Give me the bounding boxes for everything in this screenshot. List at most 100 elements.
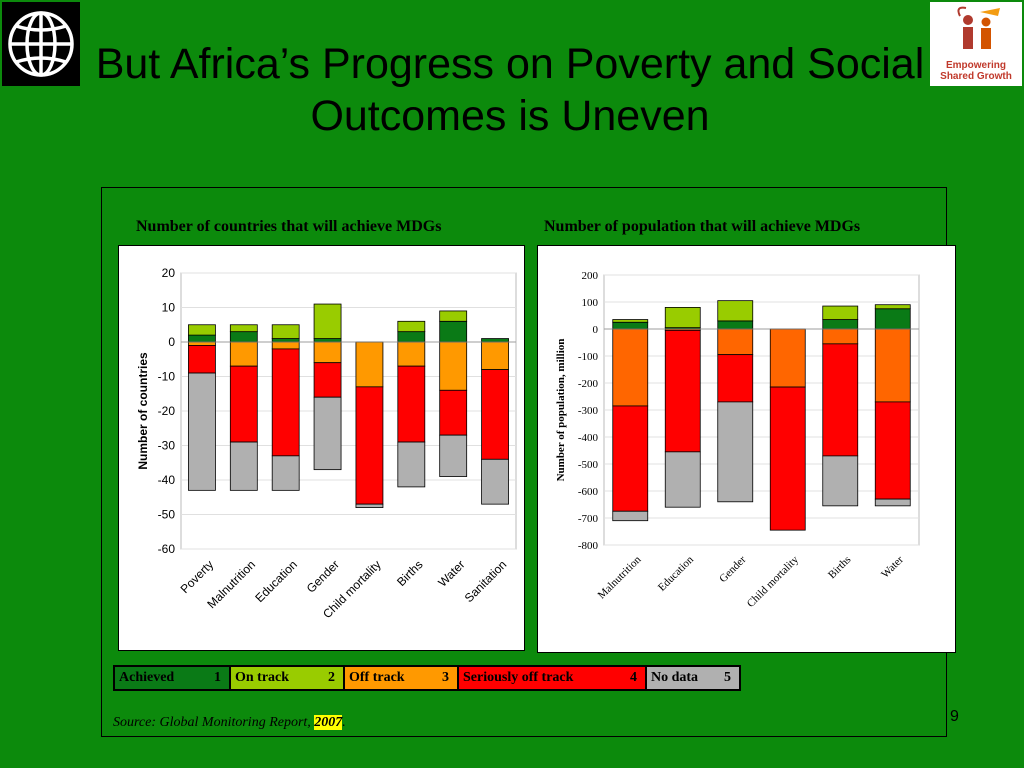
bar-segment: [439, 434, 468, 477]
bar-segment: [874, 308, 911, 330]
chart-population-svg: 200 100 0 -100 -200 -300 -400 -500 -600 -700 -800 N…: [555, 270, 920, 610]
bar-segment: [271, 455, 300, 491]
y-tick-label: -200: [578, 378, 599, 390]
y-tick-label: 0: [593, 324, 599, 336]
source-suffix: .: [342, 715, 346, 730]
bar-segment: [229, 441, 258, 491]
bar-segment: [439, 341, 468, 391]
y-tick-label: -400: [578, 432, 599, 444]
bar-segment: [822, 455, 859, 507]
x-tick-label: Education: [252, 557, 300, 605]
x-tick-label: Gender: [717, 553, 749, 585]
slide-title: But Africa’s Progress on Poverty and Soc…: [95, 40, 925, 140]
bar-segment: [481, 369, 509, 460]
y-tick-label: -100: [578, 351, 599, 363]
legend-label: Seriously off track: [463, 670, 574, 685]
bar-segment: [439, 310, 468, 322]
bar-segment: [664, 451, 701, 508]
chart-title-countries: Number of countries that will achieve MD…: [136, 218, 442, 235]
bar-segment: [874, 498, 911, 507]
y-axis-label: Number of population, million: [555, 339, 567, 482]
y-axis-label: Number of countries: [136, 352, 150, 470]
bar-segment: [313, 303, 342, 339]
bar-segment: [355, 341, 384, 388]
x-tick-label: Malnutrition: [596, 553, 644, 601]
bar-segment: [229, 365, 258, 443]
source-year: 2007: [314, 715, 343, 730]
bar-segment: [481, 341, 509, 371]
chart-title-population: Number of population that will achieve M…: [544, 218, 861, 235]
y-tick-label: 20: [162, 266, 176, 280]
bar-segment: [439, 389, 468, 436]
bar-segment: [271, 338, 300, 343]
bar-segment: [313, 338, 342, 343]
bar-segment: [397, 365, 426, 443]
bar-segment: [397, 341, 426, 367]
bar-segment: [769, 386, 806, 531]
bar-segment: [188, 334, 216, 343]
legend: Achieved 1 On track 2 Off track 3 Seriou…: [113, 665, 741, 691]
bar-segment: [271, 341, 300, 350]
bar-segment: [664, 307, 701, 329]
chart-countries: 20 10 0 -10 -20 -30 -40 -50 -60 Number of countri…: [118, 245, 525, 651]
y-tick-label: -40: [158, 473, 176, 487]
bar-segment: [439, 320, 468, 343]
bar-segment: [313, 362, 342, 398]
bar-segment: [822, 305, 859, 320]
y-tick-label: -600: [578, 486, 599, 498]
chart-countries-svg: 20 10 0 -10 -20 -30 -40 -50 -60 Number of countri…: [136, 266, 517, 621]
x-tick-label: Births: [826, 554, 854, 582]
y-tick-label: -30: [158, 439, 176, 453]
bar-segment: [188, 324, 216, 336]
y-tick-label: -800: [578, 540, 599, 552]
bar-segment: [397, 320, 426, 333]
legend-num: 3: [442, 670, 449, 685]
y-tick-label: -300: [578, 405, 599, 417]
legend-label: Achieved: [119, 670, 175, 685]
bar-segment: [874, 304, 911, 310]
bar-segment: [612, 405, 649, 512]
bar-segment: [229, 341, 258, 367]
x-tick-label: Education: [656, 553, 696, 593]
bar-segment: [397, 331, 426, 343]
bar-segment: [229, 324, 258, 333]
source-note: Source: Global Monitoring Report, 2007.: [113, 715, 346, 731]
bar-segment: [822, 328, 859, 345]
x-tick-label: Water: [879, 554, 906, 581]
y-tick-label: -10: [158, 370, 176, 384]
empowering-shared-growth-logo: Empowering Shared Growth: [930, 2, 1022, 86]
bar-segment: [188, 341, 216, 346]
legend-item-achieved: Achieved 1: [114, 666, 230, 690]
x-tick-label: Births: [394, 557, 426, 589]
y-tick-label: 10: [162, 301, 176, 315]
source-text: : Global Monitoring Report,: [151, 715, 315, 730]
bar-segment: [717, 300, 754, 322]
bar-segment: [188, 345, 216, 374]
bar-segment: [271, 324, 300, 339]
world-bank-logo: [2, 2, 80, 86]
legend-label: Off track: [349, 670, 405, 685]
bar-segment: [481, 458, 509, 505]
bar-segment: [769, 328, 806, 388]
bar-segment: [612, 510, 649, 522]
legend-item-seriously-off-track: Seriously off track 4: [458, 666, 646, 690]
legend-num: 4: [630, 670, 637, 685]
logo-text-1: Empowering: [945, 60, 1006, 71]
bar-segment: [271, 348, 300, 457]
bar-segment: [188, 372, 216, 491]
legend-num: 5: [724, 670, 731, 685]
x-tick-label: Water: [435, 557, 467, 589]
bar-segment: [355, 503, 384, 508]
source-prefix: Source: [113, 715, 152, 730]
bar-segment: [717, 354, 754, 403]
y-tick-label: -20: [158, 404, 176, 418]
bar-segment: [355, 386, 384, 505]
legend-num: 2: [328, 670, 335, 685]
chart-population: 200 100 0 -100 -200 -300 -400 -500 -600 -700 -800 N…: [537, 245, 956, 653]
legend-label: No data: [651, 670, 699, 685]
bar-segment: [822, 319, 859, 330]
legend-item-no-data: No data 5: [646, 666, 740, 690]
bar-segment: [313, 396, 342, 471]
x-tick-label: Poverty: [178, 557, 217, 596]
y-tick-label: 100: [582, 297, 599, 309]
